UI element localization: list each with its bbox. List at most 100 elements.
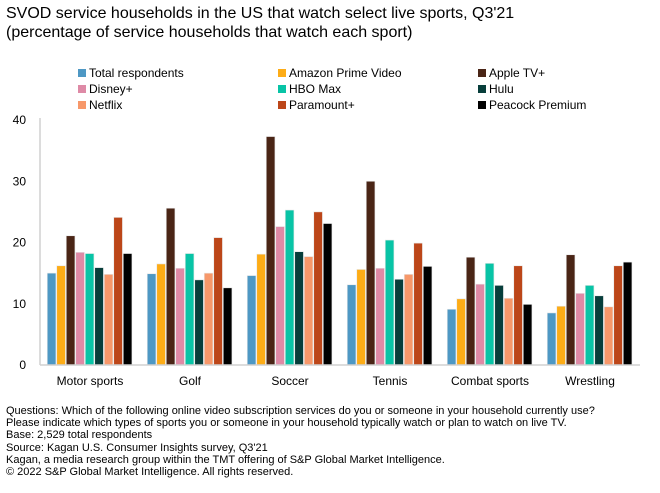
y-tick-label: 40: [13, 113, 27, 127]
legend-label: HBO Max: [289, 82, 342, 96]
chart-title-block: SVOD service households in the US that w…: [6, 4, 514, 42]
bar: [94, 267, 104, 366]
footnote: Source: Kagan U.S. Consumer Insights sur…: [6, 441, 268, 454]
bar: [446, 308, 457, 366]
bar: [56, 265, 66, 366]
bar: [203, 272, 214, 366]
bar: [356, 269, 366, 366]
bar: [503, 297, 514, 366]
bar: [513, 265, 523, 366]
y-tick-label: 10: [13, 297, 27, 311]
bar: [313, 211, 323, 366]
bar: [465, 256, 476, 366]
bar: [365, 180, 376, 366]
bar: [156, 263, 166, 366]
bar: [346, 284, 357, 366]
bar: [84, 253, 95, 366]
bar: [603, 306, 614, 366]
x-tick-label: Golf: [179, 374, 202, 388]
footnote: © 2022 S&P Global Market Intelligence. A…: [6, 466, 294, 479]
bar: [284, 209, 295, 366]
legend-swatch: [78, 85, 86, 93]
x-tick-label: Soccer: [271, 374, 308, 388]
bar: [494, 285, 504, 366]
legend-label: Hulu: [489, 82, 514, 96]
x-tick-label: Wrestling: [565, 374, 615, 388]
bar: [322, 223, 333, 366]
bar: [384, 239, 395, 366]
footnotes: Questions: Which of the following online…: [6, 405, 595, 478]
bar: [246, 275, 257, 366]
legend-item: HBO Max: [278, 82, 341, 96]
bar: [222, 287, 233, 366]
legend-label: Total respondents: [89, 66, 184, 80]
chart-title: SVOD service households in the US that w…: [6, 5, 515, 22]
legend-label: Paramount+: [289, 98, 355, 112]
bar: [556, 305, 566, 366]
legend-label: Peacock Premium: [489, 98, 587, 112]
bar: [522, 304, 533, 366]
legend-item: Disney+: [78, 82, 133, 96]
legend-label: Apple TV+: [489, 66, 546, 80]
bar: [65, 235, 76, 366]
footnote: Please indicate which types of sports yo…: [6, 417, 567, 430]
bar: [594, 295, 604, 366]
legend-item: Total respondents: [78, 66, 184, 80]
legend-swatch: [478, 69, 486, 77]
legend-item: Amazon Prime Video: [278, 66, 402, 80]
bar: [413, 242, 423, 366]
bar: [546, 312, 557, 366]
legend-label: Disney+: [89, 82, 133, 96]
bar: [613, 265, 623, 366]
bar: [213, 237, 223, 366]
legend-swatch: [478, 101, 486, 109]
legend-swatch: [278, 69, 286, 77]
y-tick-label: 20: [13, 236, 27, 250]
bar: [256, 253, 266, 366]
legend-item: Hulu: [478, 82, 514, 96]
bar: [113, 217, 123, 366]
bar: [422, 266, 433, 366]
legend-swatch: [478, 85, 486, 93]
bar: [184, 253, 195, 366]
bar: [165, 207, 176, 366]
bar: [394, 278, 404, 366]
bar: [622, 261, 633, 366]
bar: [146, 273, 157, 366]
bar: [294, 251, 304, 366]
bar: [375, 267, 385, 366]
bar: [565, 254, 576, 366]
bar: [275, 226, 285, 366]
x-tick-label: Tennis: [373, 374, 408, 388]
bar: [584, 285, 595, 366]
bar: [403, 274, 414, 366]
y-tick-label: 30: [13, 174, 27, 188]
bar: [575, 293, 585, 366]
legend-item: Netflix: [78, 98, 122, 112]
legend-label: Netflix: [89, 98, 123, 112]
legend-swatch: [78, 101, 86, 109]
bar: [175, 267, 185, 366]
footnote: Base: 2,529 total respondents: [6, 429, 153, 442]
bar: [75, 252, 85, 366]
bar: [194, 279, 204, 366]
legend-item: Apple TV+: [478, 66, 545, 80]
bar: [265, 136, 276, 366]
bar-chart: 0 10 20 30 40 Motor sports Golf Soccer Tennis Com…: [13, 113, 640, 388]
legend-item: Peacock Premium: [478, 98, 586, 112]
bar: [122, 253, 133, 366]
legend-swatch: [278, 85, 286, 93]
bar: [46, 272, 57, 366]
chart-subtitle: (percentage of service households that w…: [6, 24, 413, 41]
footnote: Kagan, a media research group within the…: [6, 453, 445, 466]
bar: [103, 274, 114, 366]
legend-swatch: [78, 69, 86, 77]
x-tick-label: Motor sports: [57, 374, 124, 388]
x-tick-label: Combat sports: [451, 374, 529, 388]
footnote: Questions: Which of the following online…: [6, 405, 595, 417]
bar: [303, 256, 314, 366]
y-tick-label: 0: [19, 358, 26, 372]
legend-label: Amazon Prime Video: [289, 66, 402, 80]
bar: [456, 298, 466, 366]
